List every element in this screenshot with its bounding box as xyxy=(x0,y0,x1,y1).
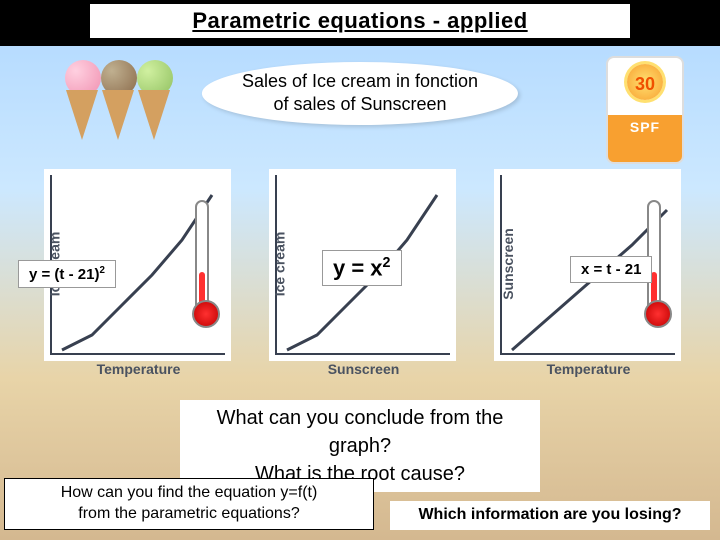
subtitle-line1: Sales of Ice cream in fonction xyxy=(242,71,478,91)
chart-left-xlabel: Temperature xyxy=(52,361,225,377)
sunscreen-number: 30 xyxy=(608,74,682,95)
icecream-icon xyxy=(55,60,175,180)
thermometer-icon xyxy=(195,200,209,320)
chart-mid-xlabel: Sunscreen xyxy=(277,361,450,377)
sunscreen-icon: 30 SPF xyxy=(606,56,684,164)
page-title: Parametric equations - applied xyxy=(90,4,630,38)
question-losing-info: Which information are you losing? xyxy=(390,501,710,530)
sunscreen-label: SPF xyxy=(608,119,682,135)
subtitle: Sales of Ice cream in fonction of sales … xyxy=(202,62,518,125)
question-find-equation: How can you find the equation y=f(t) fro… xyxy=(4,478,374,530)
equation-left: y = (t - 21)2 xyxy=(18,260,116,288)
equation-right: x = t - 21 xyxy=(570,256,652,283)
title-bar: Parametric equations - applied xyxy=(0,0,720,46)
equation-mid: y = x2 xyxy=(322,250,402,286)
subtitle-line2: of sales of Sunscreen xyxy=(273,94,446,114)
chart-right-xlabel: Temperature xyxy=(502,361,675,377)
